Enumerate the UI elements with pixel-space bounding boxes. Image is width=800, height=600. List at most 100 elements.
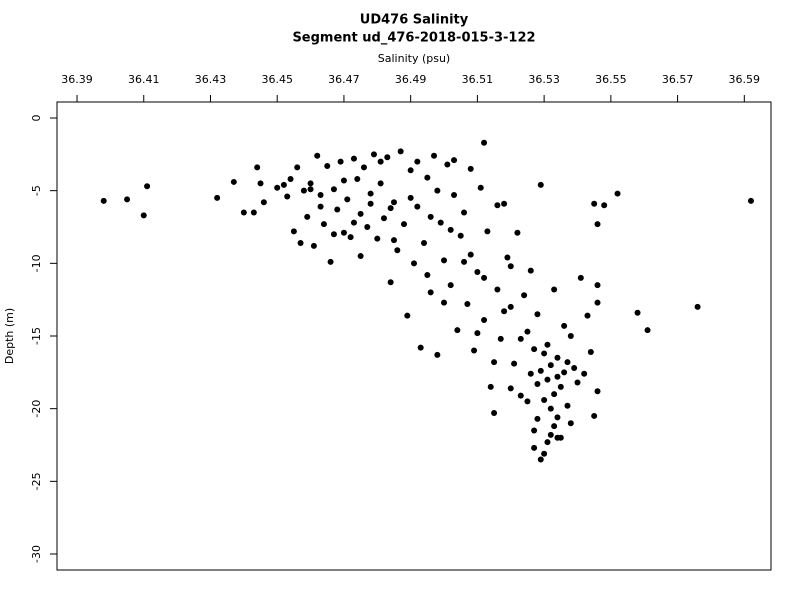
point (517, 335, 524, 342)
point (594, 388, 601, 395)
point (484, 228, 491, 235)
point (297, 239, 304, 246)
point (634, 309, 641, 316)
point (140, 212, 147, 219)
point (507, 263, 514, 270)
point (481, 317, 488, 324)
point (387, 205, 394, 212)
point (257, 180, 264, 187)
point (294, 164, 301, 171)
point (317, 203, 324, 210)
point (434, 351, 441, 358)
point (497, 335, 504, 342)
point (417, 344, 424, 351)
point (491, 410, 498, 417)
point (524, 398, 531, 405)
point (260, 199, 267, 206)
point (547, 362, 554, 369)
point (537, 367, 544, 374)
point (747, 197, 754, 204)
point (577, 274, 584, 281)
point (424, 174, 431, 181)
point (250, 209, 257, 216)
point (441, 299, 448, 306)
point (554, 373, 561, 380)
point (367, 200, 374, 207)
point (514, 229, 521, 236)
point (491, 359, 498, 366)
point (310, 242, 317, 249)
point (407, 167, 414, 174)
point (427, 289, 434, 296)
point (451, 192, 458, 199)
y-tick-label: 0 (30, 114, 43, 121)
point (380, 215, 387, 222)
y-tick-label: -5 (30, 185, 43, 196)
point (280, 181, 287, 188)
point (287, 176, 294, 183)
point (330, 186, 337, 193)
point (481, 274, 488, 281)
point (537, 181, 544, 188)
point (451, 157, 458, 164)
point (360, 164, 367, 171)
point (377, 180, 384, 187)
point (567, 333, 574, 339)
point (390, 237, 397, 244)
point (350, 155, 357, 162)
x-tick-label: 36.53 (528, 73, 560, 86)
point (387, 279, 394, 286)
point (644, 327, 651, 334)
point (594, 299, 601, 306)
point (461, 209, 468, 216)
point (534, 380, 541, 387)
x-tick-label: 36.39 (61, 73, 93, 86)
point (557, 383, 564, 390)
point (344, 196, 351, 203)
point (587, 348, 594, 355)
point (574, 379, 581, 386)
point (564, 402, 571, 409)
point (447, 282, 454, 289)
plot-frame (56, 101, 772, 571)
point (447, 226, 454, 233)
point (230, 178, 237, 185)
point (304, 213, 311, 220)
point (547, 405, 554, 412)
point (554, 414, 561, 421)
y-tick-label: -20 (30, 400, 43, 418)
point (471, 347, 478, 354)
point (521, 292, 528, 299)
y-tick-label: -25 (30, 472, 43, 490)
point (240, 209, 247, 216)
point (340, 177, 347, 184)
x-tick-label: 36.47 (328, 73, 360, 86)
point (584, 312, 591, 319)
point (324, 162, 331, 169)
point (554, 354, 561, 361)
point (544, 376, 551, 383)
point (350, 219, 357, 226)
point (467, 251, 474, 258)
point (541, 396, 548, 403)
point (561, 322, 568, 329)
point (274, 184, 281, 191)
point (411, 260, 417, 267)
point (517, 392, 524, 399)
point (337, 158, 344, 165)
point (504, 254, 511, 261)
x-tick-label: 36.57 (662, 73, 694, 86)
point (334, 206, 341, 213)
point (591, 412, 598, 419)
point (357, 253, 364, 260)
point (511, 360, 518, 367)
point (474, 330, 481, 337)
point (581, 370, 588, 377)
point (534, 415, 541, 422)
point (551, 423, 558, 430)
point (464, 301, 471, 308)
point (477, 184, 484, 191)
y-tick-label: -15 (30, 327, 43, 345)
chart-subtitle: Segment ud_476-2018-015-3-122 (292, 31, 535, 46)
